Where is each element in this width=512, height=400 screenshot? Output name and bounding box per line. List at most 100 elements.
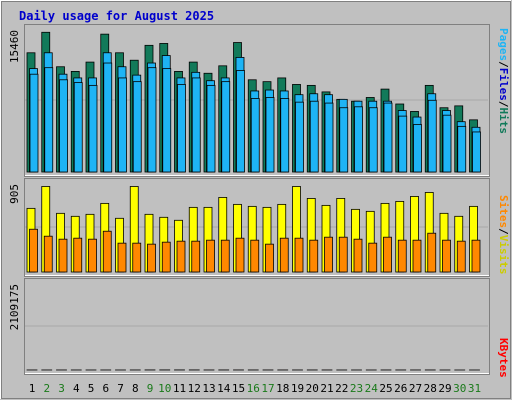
sites-bar-day-30 — [456, 240, 466, 273]
pages-bar-day-13 — [206, 84, 216, 173]
x-label-day-30: 30 — [453, 382, 466, 395]
pages-bar-day-18 — [280, 98, 290, 173]
legend-bottom: KBytes — [497, 338, 510, 378]
pages-bar-day-14 — [221, 81, 231, 173]
sites-bar-day-10 — [161, 241, 171, 273]
sites-bar-day-1 — [29, 228, 38, 273]
pages-bar-day-22 — [339, 107, 349, 173]
legend-top-part-2: Files — [497, 68, 510, 101]
sites-bar-day-21 — [324, 236, 333, 273]
x-label-day-19: 19 — [291, 382, 304, 395]
x-label-day-14: 14 — [217, 382, 231, 395]
x-label-day-18: 18 — [276, 382, 289, 395]
x-label-day-2: 2 — [43, 382, 50, 395]
pages-bar-day-4 — [73, 82, 83, 173]
pages-bar-day-17 — [265, 97, 275, 173]
x-label-day-11: 11 — [173, 382, 186, 395]
x-axis-day-labels: 1 2 3 4 5 6 7 8 9 10 11 12 13 14 15 16 17 18 19 20 21 22 23 24 2… — [29, 382, 481, 395]
pages-bar-day-31 — [472, 131, 481, 173]
x-label-day-29: 29 — [438, 382, 451, 395]
sites-bar-day-2 — [43, 235, 53, 273]
chart-title: Daily usage for August 2025 — [19, 9, 214, 23]
pages-bar-day-11 — [177, 84, 186, 173]
sites-bar-day-14 — [220, 239, 230, 273]
sites-bar-day-20 — [309, 239, 319, 273]
x-label-day-9: 9 — [147, 382, 154, 395]
x-label-day-13: 13 — [202, 382, 215, 395]
sites-bar-day-6 — [102, 230, 112, 273]
legend-middle: Sites/Visits — [497, 195, 510, 275]
sites-bar-day-31 — [471, 239, 481, 273]
sites-bar-day-25 — [383, 236, 392, 273]
y-max-label-middle: 905 — [8, 184, 21, 204]
sites-bar-day-16 — [250, 239, 260, 273]
sites-bar-day-13 — [206, 239, 215, 273]
pages-bar-day-16 — [250, 98, 260, 173]
x-label-day-8: 8 — [132, 382, 139, 395]
x-label-day-27: 27 — [409, 382, 422, 395]
sites-bar-day-11 — [176, 240, 186, 273]
sites-bar-day-5 — [88, 238, 97, 273]
pages-bar-day-27 — [413, 124, 422, 173]
x-label-day-4: 4 — [73, 382, 80, 395]
pages-bar-day-12 — [191, 77, 201, 173]
pages-bar-day-28 — [427, 99, 437, 173]
x-label-day-26: 26 — [394, 382, 407, 395]
sites-bar-day-18 — [279, 237, 289, 273]
legend-top: Pages/Files/Hits — [497, 28, 510, 134]
legend-bottom-part-0: KBytes — [497, 338, 510, 378]
sites-bar-day-3 — [58, 238, 68, 273]
sites-bar-day-28 — [427, 232, 437, 273]
sites-bar-day-23 — [353, 238, 363, 273]
pages-bar-day-20 — [309, 100, 319, 173]
pages-bar-day-2 — [44, 67, 54, 173]
legend-top-part-3: / — [497, 101, 510, 108]
pages-bar-day-8 — [132, 81, 142, 173]
pages-bar-day-25 — [383, 102, 393, 173]
x-label-day-31: 31 — [468, 382, 481, 395]
x-label-day-23: 23 — [350, 382, 363, 395]
pages-bar-day-7 — [118, 77, 127, 173]
pages-bar-day-21 — [324, 102, 334, 173]
x-label-day-28: 28 — [424, 382, 437, 395]
sites-bar-day-7 — [117, 242, 127, 273]
sites-bar-day-24 — [368, 242, 378, 273]
x-label-day-12: 12 — [188, 382, 201, 395]
pages-bar-day-15 — [236, 70, 245, 173]
x-label-day-7: 7 — [117, 382, 124, 395]
legend-top-part-4: Hits — [497, 108, 510, 135]
x-label-day-16: 16 — [247, 382, 260, 395]
pages-bar-day-19 — [295, 101, 304, 173]
x-label-day-24: 24 — [365, 382, 379, 395]
pages-bar-day-9 — [147, 67, 157, 173]
y-max-label-bottom: 2109175 — [8, 284, 21, 330]
x-label-day-17: 17 — [261, 382, 274, 395]
pages-bar-day-3 — [59, 79, 68, 173]
pages-bar-day-24 — [368, 107, 378, 173]
legend-middle-part-1: / — [497, 228, 510, 235]
x-label-day-6: 6 — [102, 382, 109, 395]
pages-bar-day-5 — [88, 84, 98, 173]
sites-bar-day-19 — [294, 237, 304, 273]
x-label-day-22: 22 — [335, 382, 348, 395]
x-label-day-21: 21 — [320, 382, 333, 395]
y-max-label-top: 15460 — [8, 30, 21, 63]
sites-bar-day-9 — [147, 243, 156, 273]
legend-top-part-0: Pages — [497, 28, 510, 61]
pages-bar-day-26 — [398, 115, 408, 173]
pages-bar-day-30 — [457, 125, 467, 173]
sites-bar-day-29 — [442, 239, 451, 273]
pages-bar-day-6 — [103, 62, 113, 173]
x-label-day-20: 20 — [306, 382, 319, 395]
sites-bar-day-26 — [397, 239, 407, 273]
pages-bar-day-1 — [29, 73, 39, 173]
legend-top-part-1: / — [497, 61, 510, 68]
sites-bar-day-22 — [338, 236, 348, 273]
sites-bar-day-8 — [132, 242, 142, 273]
pages-bar-day-10 — [162, 68, 172, 173]
x-label-day-15: 15 — [232, 382, 245, 395]
x-label-day-3: 3 — [58, 382, 65, 395]
x-label-day-1: 1 — [29, 382, 36, 395]
